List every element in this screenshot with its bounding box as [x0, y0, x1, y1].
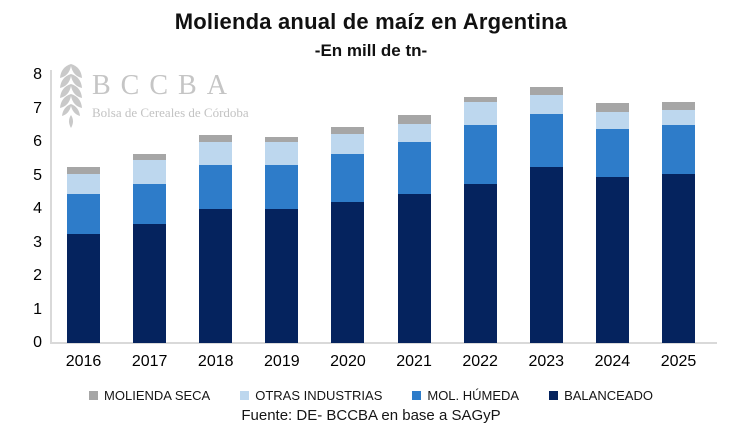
bar-segment — [265, 165, 299, 209]
bar-segment — [529, 86, 563, 96]
bar-segment — [331, 126, 365, 134]
bar-segment — [463, 125, 497, 184]
x-tick-label: 2025 — [660, 353, 697, 370]
bar-segment — [67, 193, 100, 235]
x-tick-label: 2017 — [131, 353, 168, 370]
source-note: Fuente: DE- BCCBA en base a SAGyP — [241, 407, 501, 424]
y-tick-label: 8 — [33, 66, 42, 83]
y-tick-label: 5 — [33, 166, 42, 184]
chart-title: Molienda anual de maíz en Argentina — [174, 9, 568, 34]
bar-segment — [595, 128, 629, 178]
legend-marker-icon — [549, 391, 559, 400]
legend-marker-icon — [240, 391, 250, 400]
bar-segment — [595, 103, 629, 112]
bar-segment — [265, 136, 299, 142]
y-axis-line — [50, 70, 52, 343]
bar-segment — [463, 101, 497, 126]
bar-segment — [463, 96, 497, 102]
bar-segment — [661, 110, 695, 126]
chart-subtitle: -En mill de tn- — [314, 41, 428, 60]
legend-label: OTRAS INDUSTRIAS — [255, 388, 383, 403]
bar-segment — [397, 115, 431, 124]
legend-item: MOLIENDA SECA — [89, 388, 210, 403]
y-tick-label: 2 — [33, 267, 42, 284]
bar-segment — [199, 209, 233, 343]
bar-segment — [331, 133, 365, 154]
bar-segment — [529, 113, 563, 168]
bar-segment — [265, 209, 299, 343]
x-tick-label: 2024 — [594, 353, 631, 370]
bar-segment — [397, 123, 431, 142]
legend-label: MOLIENDA SECA — [104, 388, 211, 403]
legend-marker-icon — [412, 391, 422, 400]
bar-segment — [67, 234, 100, 343]
legend-label: BALANCEADO — [564, 388, 653, 403]
bar-segment — [133, 153, 167, 161]
logo-acronym: BCCBA — [92, 70, 237, 101]
x-tick-label: 2018 — [197, 353, 234, 370]
legend-item: BALANCEADO — [549, 388, 653, 403]
y-tick-label: 7 — [33, 99, 42, 117]
bar-segment — [331, 202, 365, 343]
bar-segment — [331, 153, 365, 203]
y-tick-label: 6 — [33, 133, 42, 150]
bar-segment — [133, 224, 167, 343]
legend: MOLIENDA SECA OTRAS INDUSTRIAS MOL. HÚMEDA… — [0, 388, 742, 403]
logo-name: Bolsa de Cereales de Córdoba — [92, 105, 249, 120]
x-tick-label: 2019 — [264, 353, 300, 370]
bar-segment — [463, 183, 497, 343]
bccba-logo: BCCBA Bolsa de Cereales de Córdoba — [56, 62, 249, 128]
x-tick-label: 2016 — [65, 353, 102, 370]
y-tick-label: 0 — [33, 334, 42, 351]
x-tick-label: 2020 — [330, 353, 366, 370]
legend-item: OTRAS INDUSTRIAS — [240, 388, 382, 403]
bar-segment — [661, 101, 695, 111]
logo-text-block: BCCBA Bolsa de Cereales de Córdoba — [92, 62, 249, 121]
bar-segment — [595, 111, 629, 129]
bar-segment — [529, 95, 563, 114]
x-tick-label: 2021 — [396, 353, 432, 370]
bar-segment — [67, 167, 100, 174]
bar-segment — [661, 125, 695, 174]
bar-segment — [67, 173, 100, 194]
bar-segment — [397, 193, 431, 343]
bar-segment — [265, 142, 299, 166]
x-tick-label: 2023 — [528, 353, 565, 370]
y-tick-label: 3 — [33, 233, 42, 251]
wheat-icon — [60, 64, 82, 128]
bar-segment — [397, 142, 431, 194]
legend-item: MOL. HÚMEDA — [412, 388, 519, 403]
legend-label: MOL. HÚMEDA — [427, 388, 520, 403]
bar-segment — [133, 160, 167, 184]
bar-segment — [529, 167, 563, 343]
bar-segment — [595, 177, 629, 343]
x-tick-label: 2022 — [462, 353, 498, 370]
y-tick-label: 4 — [33, 200, 42, 217]
bar-segment — [661, 173, 695, 343]
bar-segment — [199, 142, 233, 166]
y-tick-label: 1 — [33, 300, 42, 318]
bar-segment — [199, 135, 233, 142]
bar-segment — [133, 183, 167, 225]
legend-marker-icon — [89, 391, 99, 400]
x-axis-line — [50, 342, 717, 344]
bar-segment — [199, 165, 233, 209]
